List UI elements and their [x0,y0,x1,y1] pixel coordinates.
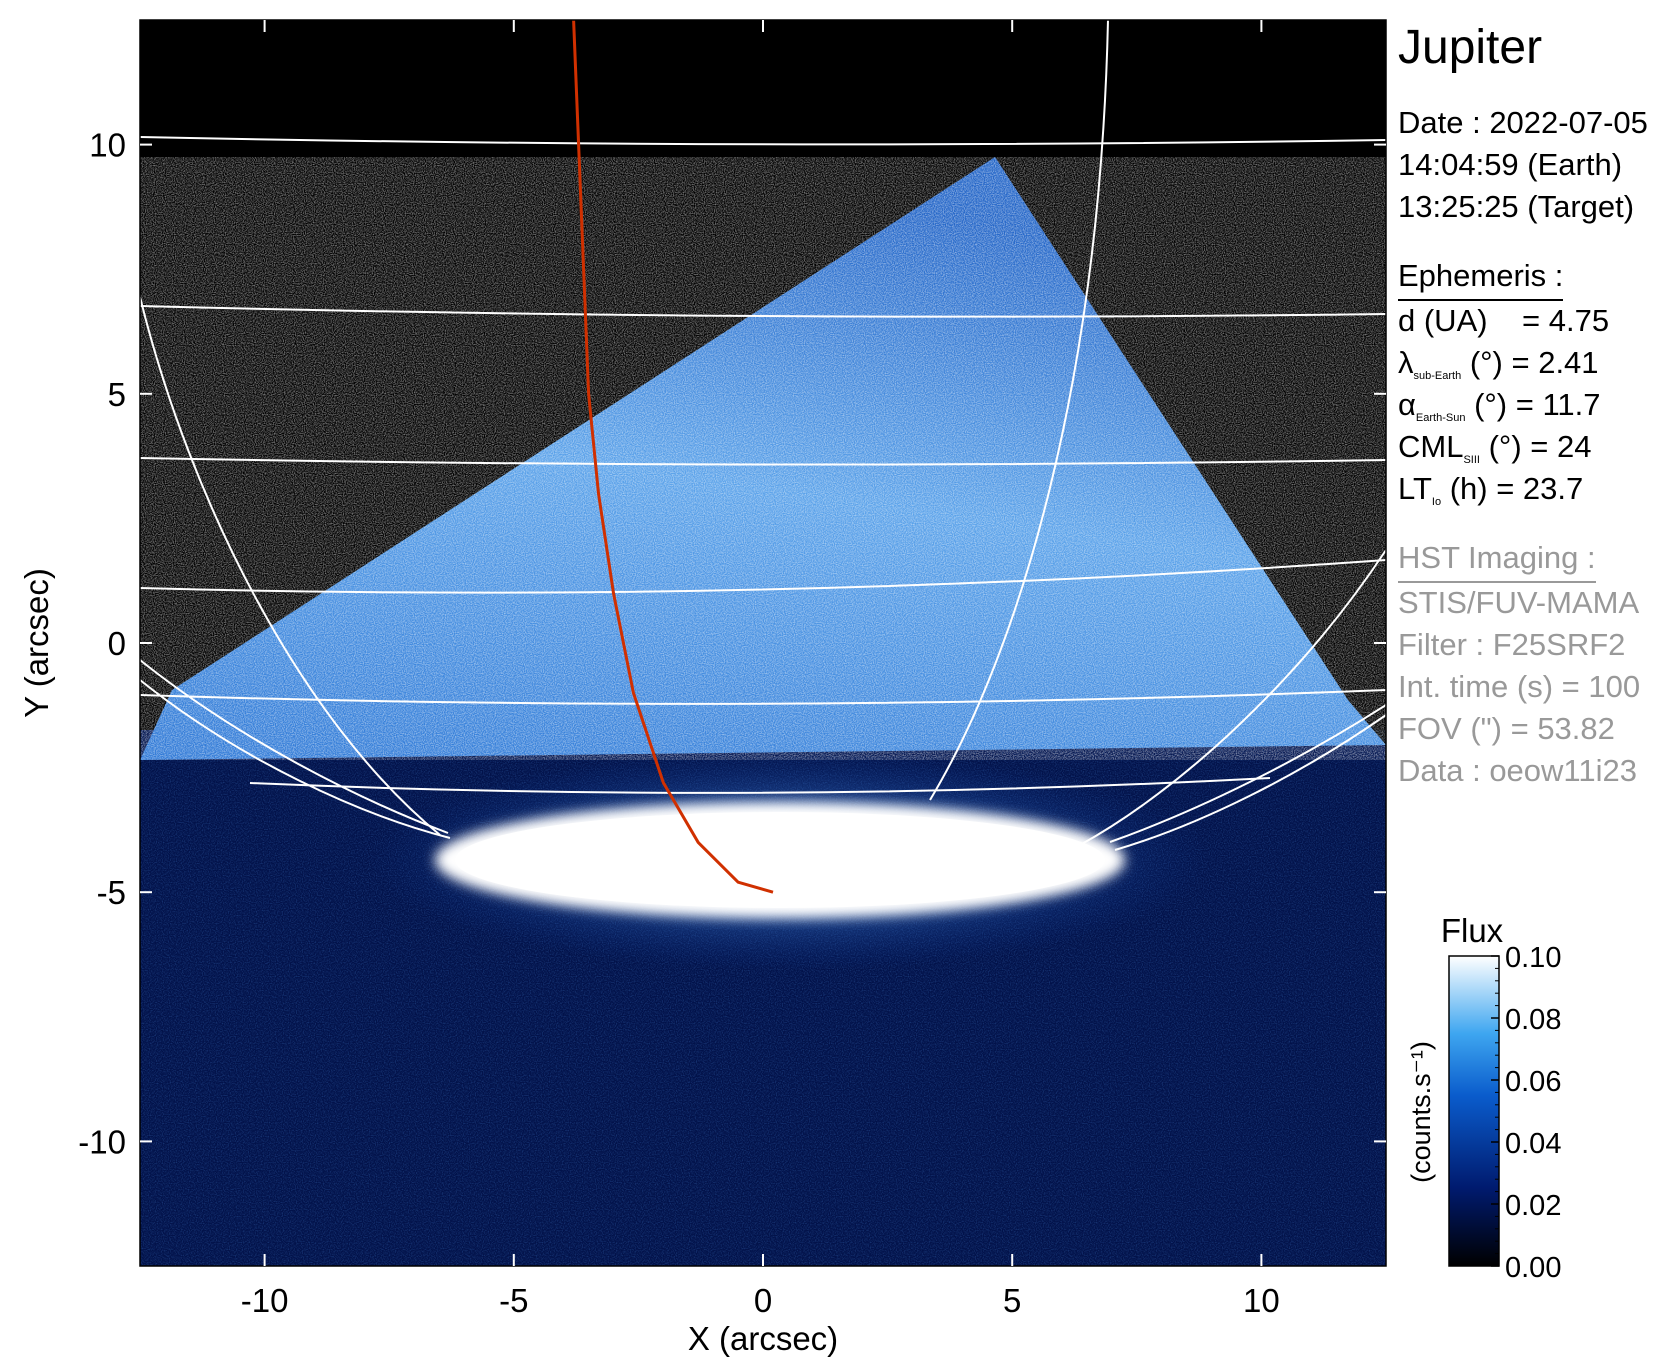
longitude-grid [140,20,1386,851]
date-line: Date : 2022-07-05 [1398,105,1648,140]
x-axis: -10 -5 0 5 10 [241,20,1280,1319]
colorbar-ticks: 0.10 0.08 0.06 0.04 0.02 0.00 [1491,942,1561,1284]
y-tick-label: 5 [108,376,126,413]
x-tick-label: -5 [499,1282,528,1319]
cml-symbol: CML [1398,429,1464,464]
y-tick-label: 0 [108,625,126,662]
ephemeris-heading: Ephemeris : [1398,255,1564,301]
colorbar-tick-label: 0.10 [1505,942,1561,974]
auroral-oval-core [455,812,1105,908]
earth-time: 14:04:59 (Earth) [1398,147,1623,182]
colorbar-label: (counts.s⁻¹) [1406,1041,1436,1183]
sub-earth-row: λsub-Earth (°) = 2.41 [1398,342,1599,397]
sub-earth-subscript: sub-Earth [1413,370,1462,382]
phase-angle-symbol: α [1398,387,1416,422]
sub-earth-value: (°) = 2.41 [1469,345,1599,380]
cml-value: (°) = 24 [1488,429,1592,464]
colorbar-tick-label: 0.00 [1505,1252,1561,1284]
colorbar-tick-label: 0.02 [1505,1190,1561,1222]
distance-value: = 4.75 [1522,303,1610,338]
field-of-view: FOV (") = 53.82 [1398,711,1615,746]
hst-heading-text: HST Imaging : [1398,537,1596,583]
colorbar-tick-label: 0.04 [1505,1128,1561,1160]
colorbar-title: Flux [1441,912,1504,949]
colorbar [1448,955,1500,1267]
local-time-value: (h) = 23.7 [1449,471,1584,506]
phase-angle-subscript: Earth-Sun [1415,412,1466,424]
target-name: Jupiter [1398,21,1543,74]
sub-earth-symbol: λ [1398,345,1414,380]
io-footprint-line [572,20,774,894]
distance-row: d (UA) = 4.75 [1398,300,1609,342]
colorbar-tick-label: 0.08 [1505,1004,1561,1036]
y-tick-label: 10 [89,127,126,164]
cml-subscript: SIII [1463,454,1480,466]
dataset-id: Data : oeow11i23 [1398,753,1637,788]
fov-wedge-noise [140,157,1386,760]
phase-angle-row: αEarth-Sun (°) = 11.7 [1398,384,1601,439]
hst-heading: HST Imaging : [1398,537,1596,583]
x-axis-label: X (arcsec) [688,1320,838,1357]
x-tick-label: 10 [1243,1282,1280,1319]
distance-label: d (UA) [1398,303,1488,338]
cml-row: CMLSIII (°) = 24 [1398,426,1591,481]
y-tick-label: -10 [78,1123,126,1160]
filter: Filter : F25SRF2 [1398,627,1626,662]
latitude-grid [140,136,1386,794]
ephemeris-heading-text: Ephemeris : [1398,255,1564,301]
phase-angle-value: (°) = 11.7 [1474,387,1601,422]
local-time-subscript: Io [1431,496,1442,508]
colorbar-tick-label: 0.06 [1505,1066,1561,1098]
instrument: STIS/FUV-MAMA [1398,585,1640,620]
image-layer [140,20,1386,1266]
local-time-row: LTIo (h) = 23.7 [1398,468,1583,523]
local-time-symbol: LT [1398,471,1432,506]
x-tick-label: 5 [1003,1282,1021,1319]
target-time: 13:25:25 (Target) [1398,189,1635,224]
y-axis: -10 -5 0 5 10 [78,127,1386,1160]
x-tick-label: -10 [241,1282,289,1319]
x-tick-label: 0 [754,1282,772,1319]
y-axis-label: Y (arcsec) [18,568,55,718]
integration-time: Int. time (s) = 100 [1398,669,1641,704]
y-tick-label: -5 [97,874,126,911]
